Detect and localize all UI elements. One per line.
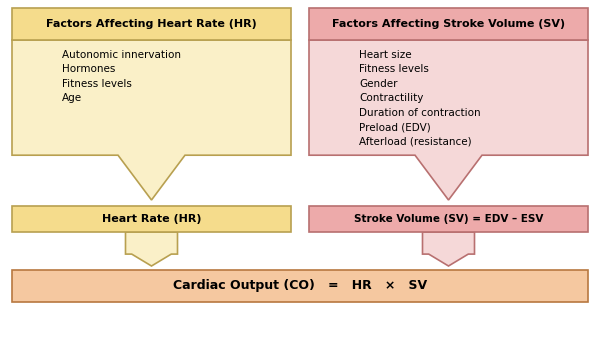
Text: Autonomic innervation
Hormones
Fitness levels
Age: Autonomic innervation Hormones Fitness l… [62, 50, 181, 103]
Text: Heart size
Fitness levels
Gender
Contractility
Duration of contraction
Preload (: Heart size Fitness levels Gender Contrac… [359, 50, 481, 146]
FancyBboxPatch shape [12, 206, 291, 232]
Text: Stroke Volume (SV) = EDV – ESV: Stroke Volume (SV) = EDV – ESV [354, 214, 543, 224]
Polygon shape [309, 40, 588, 200]
Polygon shape [125, 232, 178, 266]
FancyBboxPatch shape [309, 206, 588, 232]
FancyBboxPatch shape [12, 270, 588, 302]
Text: Factors Affecting Heart Rate (HR): Factors Affecting Heart Rate (HR) [46, 19, 257, 29]
Polygon shape [422, 232, 475, 266]
Polygon shape [12, 40, 291, 200]
Text: Heart Rate (HR): Heart Rate (HR) [102, 214, 201, 224]
Text: Cardiac Output (CO)   =   HR   ×   SV: Cardiac Output (CO) = HR × SV [173, 279, 427, 292]
Text: Factors Affecting Stroke Volume (SV): Factors Affecting Stroke Volume (SV) [332, 19, 565, 29]
FancyBboxPatch shape [309, 8, 588, 40]
FancyBboxPatch shape [12, 8, 291, 40]
